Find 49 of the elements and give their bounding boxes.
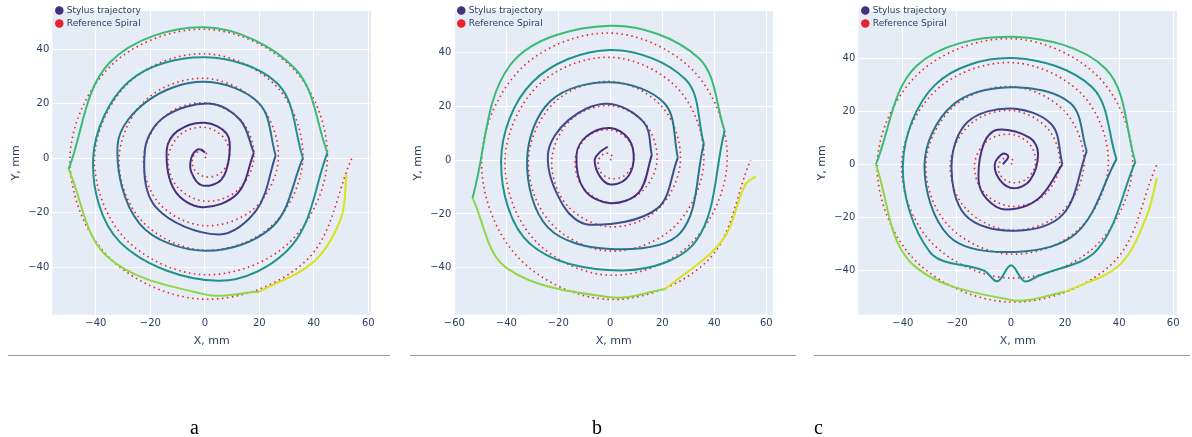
legend-label: Stylus trajectory xyxy=(468,4,544,15)
text: b xyxy=(592,416,602,437)
y-tick-label: 40 xyxy=(36,42,50,54)
y-tick-label: 0 xyxy=(848,157,856,169)
legend-label: Reference Spiral xyxy=(872,17,947,28)
x-tick-label: 40 xyxy=(307,317,321,329)
y-axis-title: Y, mm xyxy=(9,145,23,182)
y-tick-label: 20 xyxy=(36,97,50,109)
x-tick-label: 60 xyxy=(361,317,375,329)
y-tick-label: −20 xyxy=(28,206,50,218)
x-axis-title: X, mm xyxy=(595,334,632,348)
x-tick-label: −40 xyxy=(892,317,914,329)
legend-label: Stylus trajectory xyxy=(66,4,142,15)
x-tick-label: −20 xyxy=(139,317,161,329)
y-tick-label: 0 xyxy=(42,151,50,163)
y-tick-label: −20 xyxy=(430,207,452,219)
x-tick-label: 0 xyxy=(607,317,614,329)
legend-label: Stylus trajectory xyxy=(872,4,948,15)
y-tick-label: 0 xyxy=(444,153,452,165)
legend-label: Reference Spiral xyxy=(468,17,543,28)
x-axis-title: X, mm xyxy=(193,334,230,348)
y-tick-label: 20 xyxy=(842,104,856,116)
y-axis-title: Y, mm xyxy=(411,145,425,182)
x-tick-label: 0 xyxy=(1007,317,1015,329)
y-axis-title: Y, mm xyxy=(815,145,829,182)
text: c xyxy=(814,416,823,437)
x-tick-label: 20 xyxy=(1058,317,1072,329)
y-tick-label: 40 xyxy=(438,46,452,58)
x-axis-title: X, mm xyxy=(999,334,1036,348)
x-tick-label: 0 xyxy=(201,317,209,329)
x-tick-label: −20 xyxy=(547,317,569,329)
y-tick-label: 20 xyxy=(438,100,452,112)
x-tick-label: 60 xyxy=(1166,317,1180,329)
text: a xyxy=(190,416,199,437)
x-tick-label: −40 xyxy=(495,317,517,329)
y-tick-label: −40 xyxy=(28,260,50,272)
y-tick-label: −20 xyxy=(834,211,856,223)
x-tick-label: −60 xyxy=(443,317,465,329)
x-tick-label: 40 xyxy=(1112,317,1126,329)
x-tick-label: −40 xyxy=(85,317,107,329)
x-tick-label: −20 xyxy=(946,317,968,329)
x-tick-label: 60 xyxy=(759,317,773,329)
y-tick-label: 40 xyxy=(842,51,856,63)
legend-label: Reference Spiral xyxy=(66,17,141,28)
y-tick-label: −40 xyxy=(834,264,856,276)
x-tick-label: 20 xyxy=(252,317,266,329)
y-tick-label: −40 xyxy=(430,261,452,273)
x-tick-label: 40 xyxy=(707,317,721,329)
x-tick-label: 20 xyxy=(655,317,669,329)
